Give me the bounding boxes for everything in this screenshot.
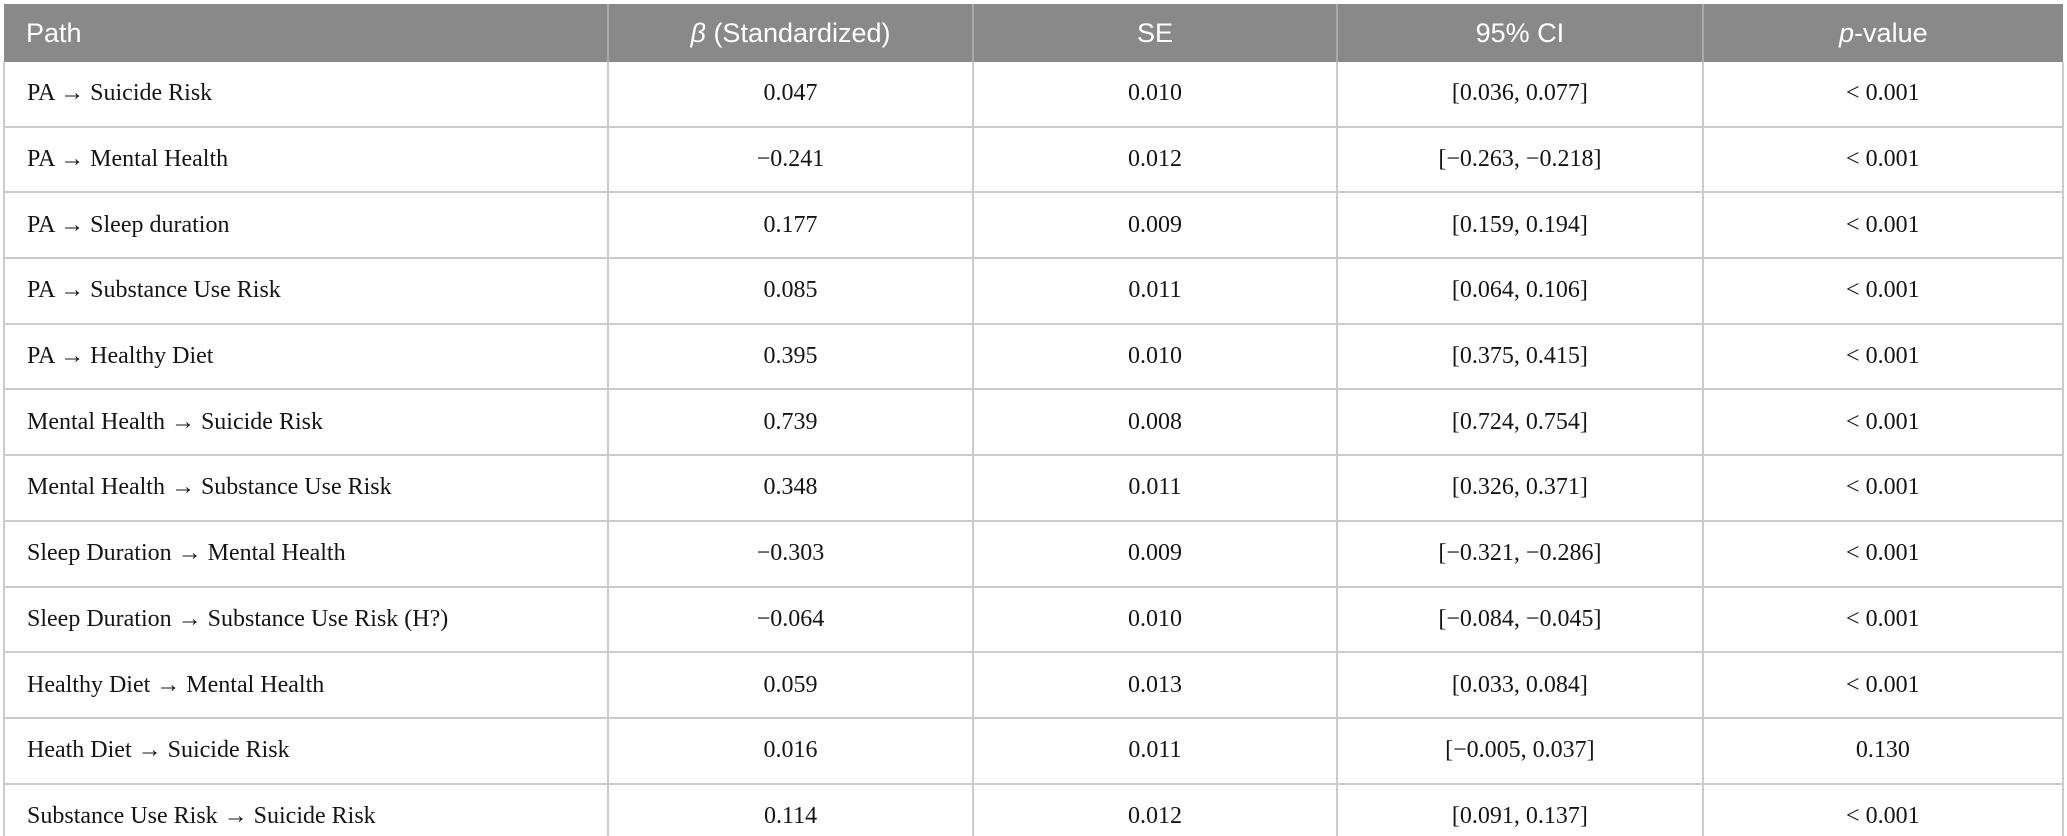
cell-beta: 0.739 <box>607 388 974 457</box>
cell-se: 0.013 <box>971 651 1339 719</box>
cell-ci: [0.375, 0.415] <box>1336 322 1704 391</box>
table-row: Healthy Diet → Mental Health 0.059 0.013 [0… <box>2 651 2065 719</box>
cell-ci: [0.159, 0.194] <box>1336 191 1704 260</box>
cell-path: Heath Diet → Suicide Risk <box>2 716 610 785</box>
cell-p: < 0.001 <box>1701 454 2065 522</box>
header-label-segment: (Standardized) <box>705 17 891 48</box>
header-cell-ci: 95% CI <box>1336 4 1703 62</box>
cell-p: < 0.001 <box>1701 125 2065 194</box>
table-row: PA → Healthy Diet 0.395 0.010 [0.375, 0.415… <box>2 322 2065 391</box>
cell-se: 0.009 <box>971 519 1339 588</box>
cell-se: 0.011 <box>971 454 1339 522</box>
header-row: Path β (Standardized) SE 95% CI p-value <box>4 4 2063 62</box>
cell-se: 0.011 <box>971 257 1339 325</box>
cell-beta: 0.085 <box>607 257 974 325</box>
cell-path: Sleep Duration → Substance Use Risk (H?) <box>2 585 610 654</box>
cell-se: 0.008 <box>971 388 1339 457</box>
cell-beta: 0.348 <box>607 454 974 522</box>
cell-ci: [−0.005, 0.037] <box>1336 716 1704 785</box>
cell-path: PA → Sleep duration <box>2 191 610 260</box>
table-row: Substance Use Risk → Suicide Risk 0.114 0.… <box>2 782 2065 836</box>
header-label-segment: p <box>1839 17 1855 48</box>
header-cell-path: Path <box>4 4 609 62</box>
header-cell-se: SE <box>971 4 1338 62</box>
cell-beta: −0.303 <box>607 519 974 588</box>
cell-p: < 0.001 <box>1701 257 2065 325</box>
header-label-segment: SE <box>1136 17 1173 48</box>
cell-p: < 0.001 <box>1701 585 2065 654</box>
cell-p: < 0.001 <box>1701 388 2065 457</box>
header-label-segment: β <box>690 17 706 48</box>
table-row: Sleep Duration → Mental Health −0.303 0.00… <box>2 519 2065 588</box>
cell-path: Healthy Diet → Mental Health <box>2 651 610 719</box>
cell-p: < 0.001 <box>1701 322 2065 391</box>
table-header: Path β (Standardized) SE 95% CI p-value <box>4 4 2063 62</box>
cell-ci: [0.033, 0.084] <box>1336 651 1704 719</box>
header-label-segment: 95% CI <box>1475 17 1565 48</box>
cell-ci: [0.064, 0.106] <box>1336 257 1704 325</box>
cell-beta: −0.241 <box>607 125 974 194</box>
table-row: PA → Sleep duration 0.177 0.009 [0.159, 0.1… <box>2 191 2065 260</box>
cell-se: 0.010 <box>971 62 1339 128</box>
header-cell-p: p-value <box>1701 4 2063 62</box>
cell-se: 0.010 <box>971 585 1339 654</box>
cell-beta: 0.016 <box>607 716 974 785</box>
cell-path: PA → Substance Use Risk <box>2 257 610 325</box>
cell-se: 0.012 <box>971 125 1339 194</box>
cell-ci: [0.036, 0.077] <box>1336 62 1704 128</box>
cell-ci: [−0.084, −0.045] <box>1336 585 1704 654</box>
path-analysis-table: Path β (Standardized) SE 95% CI p-value PA →… <box>2 4 2065 836</box>
cell-ci: [0.326, 0.371] <box>1336 454 1704 522</box>
cell-beta: 0.059 <box>607 651 974 719</box>
cell-p: < 0.001 <box>1701 782 2065 836</box>
cell-path: PA → Healthy Diet <box>2 322 610 391</box>
cell-se: 0.009 <box>971 191 1339 260</box>
cell-ci: [0.724, 0.754] <box>1336 388 1704 457</box>
table-row: PA → Mental Health −0.241 0.012 [−0.263, −0… <box>2 125 2065 194</box>
cell-path: Sleep Duration → Mental Health <box>2 519 610 588</box>
table-body: PA → Suicide Risk 0.047 0.010 [0.036, 0.077… <box>2 62 2065 836</box>
cell-se: 0.012 <box>971 782 1339 836</box>
table-row: Sleep Duration → Substance Use Risk (H?)… <box>2 585 2065 654</box>
table-row: Mental Health → Suicide Risk 0.739 0.008 [0… <box>2 388 2065 457</box>
cell-ci: [−0.321, −0.286] <box>1336 519 1704 588</box>
cell-ci: [−0.263, −0.218] <box>1336 125 1704 194</box>
cell-path: Substance Use Risk → Suicide Risk <box>2 782 610 836</box>
cell-p: < 0.001 <box>1701 191 2065 260</box>
table-row: Mental Health → Substance Use Risk 0.348 0… <box>2 454 2065 522</box>
cell-se: 0.010 <box>971 322 1339 391</box>
header-label-segment: Path <box>26 17 82 48</box>
cell-p: 0.130 <box>1701 716 2065 785</box>
cell-p: < 0.001 <box>1701 519 2065 588</box>
cell-path: PA → Suicide Risk <box>2 62 610 128</box>
cell-beta: −0.064 <box>607 585 974 654</box>
header-label-segment: -value <box>1854 17 1928 48</box>
cell-p: < 0.001 <box>1701 62 2065 128</box>
cell-beta: 0.114 <box>607 782 974 836</box>
cell-beta: 0.395 <box>607 322 974 391</box>
cell-ci: [0.091, 0.137] <box>1336 782 1704 836</box>
cell-p: < 0.001 <box>1701 651 2065 719</box>
table-row: PA → Suicide Risk 0.047 0.010 [0.036, 0.077… <box>2 62 2065 128</box>
cell-se: 0.011 <box>971 716 1339 785</box>
table-row: PA → Substance Use Risk 0.085 0.011 [0.064,… <box>2 257 2065 325</box>
cell-path: PA → Mental Health <box>2 125 610 194</box>
table-row: Heath Diet → Suicide Risk 0.016 0.011 [−0.0… <box>2 716 2065 785</box>
header-cell-beta: β (Standardized) <box>607 4 973 62</box>
cell-path: Mental Health → Suicide Risk <box>2 388 610 457</box>
cell-path: Mental Health → Substance Use Risk <box>2 454 610 522</box>
cell-beta: 0.177 <box>607 191 974 260</box>
cell-beta: 0.047 <box>607 62 974 128</box>
